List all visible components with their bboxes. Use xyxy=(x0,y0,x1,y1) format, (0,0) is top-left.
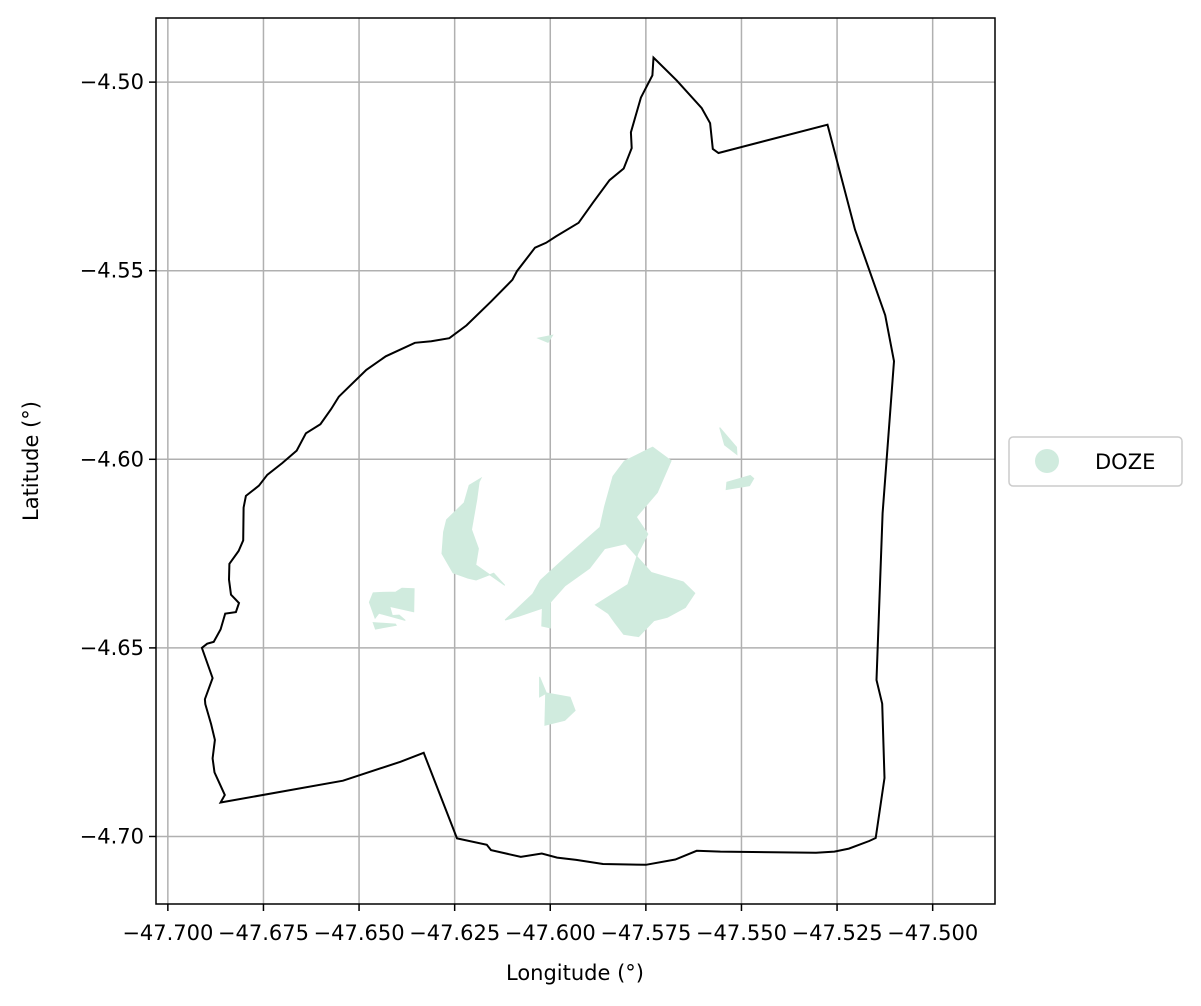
doze-region-top-speck xyxy=(536,334,554,344)
x-tick-label: −47.650 xyxy=(314,921,405,945)
doze-region-south-blob xyxy=(544,692,576,726)
doze-region-south-blob-stem xyxy=(539,676,548,698)
doze-region-south-right-speck xyxy=(617,595,642,606)
doze-region-east-patch xyxy=(725,474,755,491)
grid-lines xyxy=(156,18,995,904)
legend-marker-doze xyxy=(1035,449,1059,473)
y-tick-label: −4.60 xyxy=(80,447,144,471)
x-tick-label: −47.500 xyxy=(887,921,978,945)
x-tick-label: −47.700 xyxy=(122,921,213,945)
x-tick-label: −47.525 xyxy=(792,921,883,945)
legend-box xyxy=(1008,436,1183,487)
doze-region-west-strip-lower xyxy=(372,622,398,630)
doze-region-east-hook xyxy=(719,427,738,456)
legend-label-doze: DOZE xyxy=(1095,450,1155,474)
y-tick-label: −4.55 xyxy=(80,259,144,283)
y-tick-label: −4.70 xyxy=(80,824,144,848)
y-axis-label: Latitude (°) xyxy=(19,401,43,521)
doze-regions xyxy=(368,334,755,726)
x-tick-label: −47.600 xyxy=(505,921,596,945)
x-tick-label: −47.625 xyxy=(409,921,500,945)
doze-region-center-large xyxy=(504,446,696,638)
y-tick-label: −4.65 xyxy=(80,636,144,660)
x-ticks: −47.700 −47.675 −47.650 −47.625 −47.600 −47.5… xyxy=(122,904,978,945)
x-tick-label: −47.550 xyxy=(696,921,787,945)
x-tick-label: −47.575 xyxy=(600,921,691,945)
municipality-boundary xyxy=(200,55,896,866)
doze-region-central-wedge xyxy=(441,476,506,586)
plot-frame xyxy=(155,17,996,905)
y-ticks: −4.50 −4.55 −4.60 −4.65 −4.70 xyxy=(80,70,156,848)
doze-region-center-stem xyxy=(541,600,551,629)
doze-region-east-dots xyxy=(634,487,648,494)
y-tick-label: −4.50 xyxy=(80,70,144,94)
x-tick-label: −47.675 xyxy=(218,921,309,945)
x-axis-label: Longitude (°) xyxy=(506,961,644,985)
legend: DOZE xyxy=(1008,436,1183,487)
doze-region-west-strip xyxy=(368,587,415,621)
